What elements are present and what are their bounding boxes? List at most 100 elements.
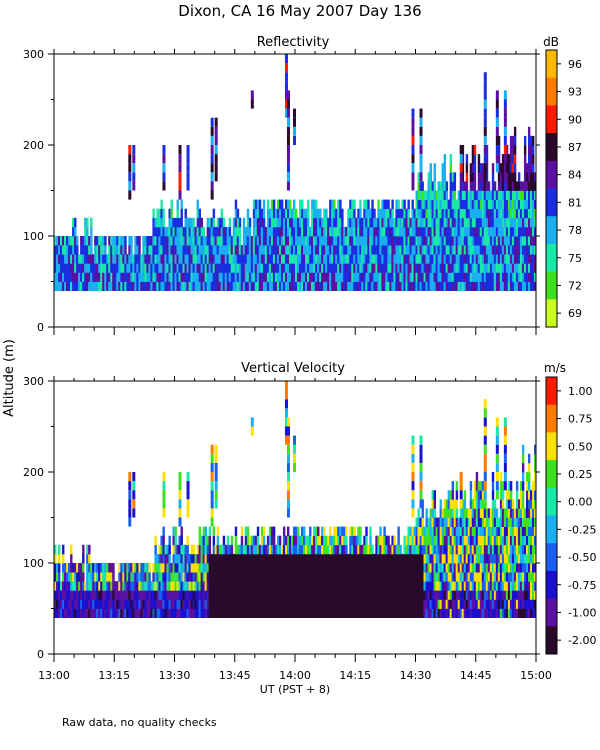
heatmap-cell [393,254,396,264]
heatmap-cell [202,526,206,537]
heatmap-cell [381,572,384,582]
heatmap-cell [212,281,216,291]
heatmap-cell [194,608,197,618]
heatmap-cell [152,263,155,273]
heatmap-cell [196,245,199,255]
heatmap-cell [461,608,465,618]
heatmap-cell [401,599,404,609]
heatmap-cell [274,263,278,273]
heatmap-cell [477,553,481,564]
heatmap-cell [234,226,238,237]
heatmap-cell [311,535,314,546]
heatmap-cell [423,553,426,564]
heatmap-cell [469,236,473,246]
heatmap-cell [435,517,438,527]
heatmap-cell [150,263,153,273]
heatmap-cell [284,90,288,100]
heatmap-cell [459,590,463,600]
heatmap-cell [162,154,166,164]
heatmap-cell [134,608,137,618]
heatmap-cell [381,217,384,228]
heatmap-cell [216,245,220,255]
heatmap-cell [307,608,310,618]
heatmap-cell [529,508,533,518]
heatmap-cell [533,544,536,555]
heatmap-cell [427,181,430,191]
heatmap-cell [529,553,533,564]
heatmap-cell [331,535,334,546]
heatmap-cell [455,245,459,255]
heatmap-cell [409,535,412,546]
heatmap-cell [459,490,463,500]
heatmap-cell [210,581,214,591]
heatmap-cell [461,181,465,191]
heatmap-cell [226,599,230,609]
heatmap-cell [278,245,282,255]
heatmap-cell [493,599,497,609]
heatmap-cell [511,208,515,219]
heatmap-cell [242,544,246,555]
heatmap-cell [507,272,511,282]
heatmap-cell [305,226,308,237]
heatmap-cell [525,544,529,555]
heatmap-cell [90,226,93,237]
heatmap-cell [501,172,505,182]
heatmap-cell [343,590,346,600]
heatmap-cell [391,544,394,555]
heatmap-cell [361,572,364,582]
colorbar-label: 0.75 [568,413,593,426]
heatmap-cell [180,199,183,210]
heatmap-cell [337,272,340,282]
heatmap-cell [192,217,195,228]
heatmap-cell [475,608,479,618]
heatmap-cell [258,272,262,282]
heatmap-cell [501,163,505,173]
heatmap-cell [389,236,392,246]
heatmap-cell [122,608,125,618]
heatmap-cell [423,236,426,246]
heatmap-cell [236,245,240,255]
heatmap-cell [533,281,536,291]
heatmap-cell [323,608,326,618]
heatmap-cell [311,208,314,219]
heatmap-cell [128,172,132,182]
heatmap-cell [425,608,428,618]
heatmap-cell [208,226,212,237]
heatmap-cell [359,254,362,264]
heatmap-cell [457,590,461,600]
heatmap-cell [142,263,145,273]
heatmap-cell [178,535,181,546]
heatmap-cell [413,263,416,273]
heatmap-cell [128,490,132,500]
heatmap-cell [238,608,242,618]
heatmap-cell [511,581,515,591]
heatmap-cell [451,172,455,182]
heatmap-cell [238,572,242,582]
heatmap-cell [347,281,350,291]
heatmap-cell [415,281,418,291]
heatmap-cell [178,499,182,509]
heatmap-cell [485,272,489,282]
heatmap-cell [295,281,298,291]
heatmap-cell [449,563,453,573]
heatmap-cell [120,581,123,591]
heatmap-cell [367,553,370,564]
heatmap-cell [445,236,449,246]
heatmap-cell [286,572,290,582]
heatmap-cell [421,208,424,219]
heatmap-cell [527,462,531,473]
heatmap-cell [463,517,467,527]
heatmap-cell [487,254,491,264]
heatmap-cell [505,281,509,291]
heatmap-cell [467,544,471,555]
heatmap-cell [260,208,264,219]
heatmap-cell [407,245,410,255]
heatmap-cell [505,172,509,182]
heatmap-cell [419,263,422,273]
heatmap-cell [399,208,402,219]
heatmap-cell [178,581,181,591]
heatmap-cell [210,172,214,182]
heatmap-cell [323,245,326,255]
heatmap-cell [92,599,95,609]
colorbar-label: -0.50 [568,551,596,564]
